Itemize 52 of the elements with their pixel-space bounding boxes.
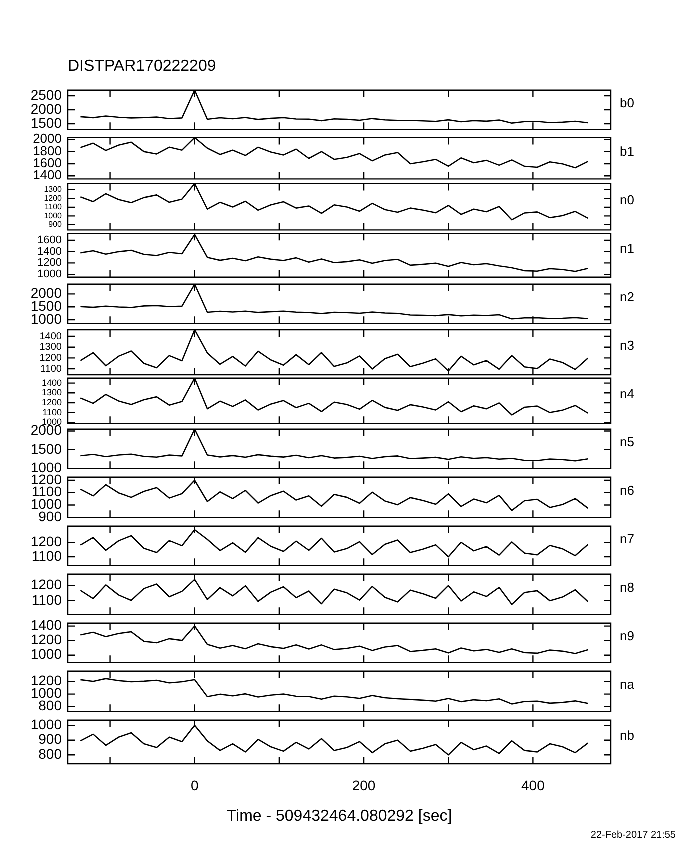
y2-axis-title: b0 xyxy=(620,96,634,111)
y-tick-label: 900 xyxy=(48,220,63,230)
y2-axis-title: n1 xyxy=(620,241,634,256)
y-tick-label: 1000 xyxy=(44,211,63,220)
y2-axis-title: n8 xyxy=(620,580,634,596)
y-tick-label: 1100 xyxy=(44,202,63,212)
y-tick-label: 2000 xyxy=(30,100,62,117)
y-tick-label: 1400 xyxy=(30,617,62,634)
y-tick-label: 1100 xyxy=(42,407,62,418)
y-tick-label: 900 xyxy=(38,731,62,748)
y-tick-label: 2500 xyxy=(30,86,62,103)
y2-axis-title: n3 xyxy=(620,338,634,354)
y2-axis-title: nb xyxy=(620,728,634,743)
y-tick-label: 1600 xyxy=(38,234,62,246)
y2-axis-title: b1 xyxy=(620,144,634,160)
y2-axis-title: n2 xyxy=(620,290,634,305)
y2-axis-title: n5 xyxy=(620,434,634,450)
x-tick-label: 200 xyxy=(352,777,376,794)
y-tick-label: 1300 xyxy=(44,185,63,194)
y-tick-label: 1100 xyxy=(32,548,62,564)
y2-axis-title: n4 xyxy=(620,386,634,402)
y-tick-label: 1500 xyxy=(30,440,62,457)
y-tick-label: 1000 xyxy=(38,268,62,281)
y-tick-label: 1200 xyxy=(40,352,62,364)
x-axis-title: Time - 509432464.080292 [sec] xyxy=(226,808,452,825)
y-tick-label: 1200 xyxy=(30,632,62,648)
y-tick-label: 1200 xyxy=(30,576,62,593)
y-tick-label: 1000 xyxy=(30,646,62,662)
y-tick-label: 1400 xyxy=(40,331,62,342)
y-tick-label: 1200 xyxy=(38,257,62,270)
x-tick-label: 0 xyxy=(190,777,199,794)
y2-axis-title: n0 xyxy=(620,192,634,208)
y2-axis-title: na xyxy=(620,677,636,692)
y-tick-label: 1300 xyxy=(42,388,62,398)
y-tick-label: 1500 xyxy=(30,114,62,131)
y2-axis-title: n6 xyxy=(620,483,634,498)
chart-title: DISTPAR170222209 xyxy=(68,58,216,76)
y-tick-label: 1200 xyxy=(42,397,62,408)
text: 22-Feb-2017 21:55 xyxy=(590,830,676,841)
y-tick-label: 1200 xyxy=(44,194,63,203)
y-tick-label: 1000 xyxy=(30,716,62,732)
y-tick-label: 1000 xyxy=(30,459,62,476)
y-tick-label: 1300 xyxy=(40,342,62,354)
y-tick-label: 1100 xyxy=(32,592,62,608)
y-tick-label: 1400 xyxy=(42,378,62,388)
y2-axis-title: n9 xyxy=(620,628,634,644)
y-tick-label: 800 xyxy=(38,746,62,762)
y2-axis-title: n7 xyxy=(620,532,634,547)
y-tick-label: 1200 xyxy=(30,534,62,550)
x-tick-label: 400 xyxy=(522,777,546,794)
y-tick-label: 1100 xyxy=(40,364,62,375)
y-tick-label: 1400 xyxy=(38,246,62,258)
